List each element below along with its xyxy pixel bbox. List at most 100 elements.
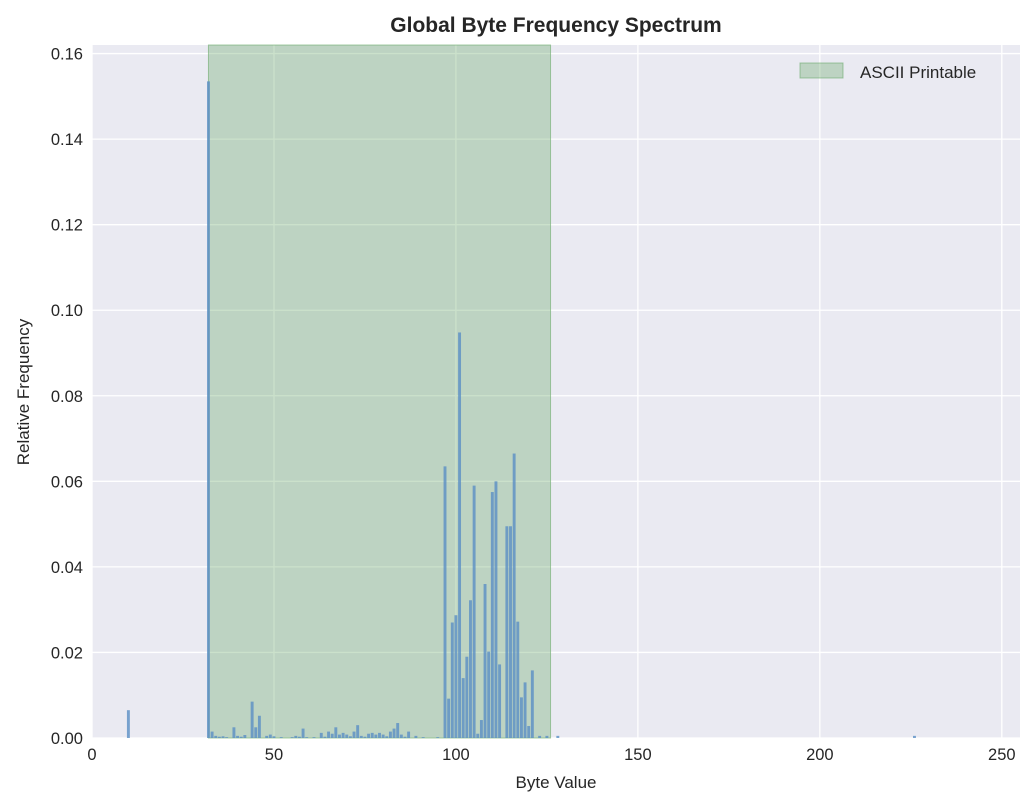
- bar-byte-78: [374, 734, 378, 738]
- bar-byte-97: [443, 466, 447, 738]
- bar-byte-83: [392, 728, 396, 738]
- bar-byte-55: [290, 737, 294, 738]
- bar-byte-64: [323, 736, 327, 738]
- bar-byte-111: [494, 481, 498, 738]
- x-tick-label: 200: [806, 746, 834, 764]
- bar-byte-77: [370, 732, 374, 738]
- bar-byte-89: [414, 735, 418, 738]
- legend-swatch-ascii-printable: [799, 62, 844, 79]
- bar-byte-114: [505, 526, 509, 738]
- bar-byte-69: [341, 732, 345, 738]
- bar-byte-73: [356, 725, 360, 738]
- bar-byte-82: [388, 731, 392, 738]
- chart-title: Global Byte Frequency Spectrum: [390, 14, 721, 37]
- bar-byte-99: [450, 622, 454, 738]
- bar-byte-48: [265, 735, 269, 738]
- bar-byte-42: [243, 735, 247, 738]
- x-tick-label: 250: [988, 746, 1016, 764]
- plot-background: [92, 45, 1020, 738]
- y-tick-label: 0.02: [51, 644, 83, 662]
- bar-byte-86: [403, 736, 407, 738]
- bar-byte-118: [519, 697, 523, 738]
- bar-byte-123: [538, 735, 542, 738]
- bar-byte-39: [232, 727, 236, 738]
- y-tick-label: 0.14: [51, 131, 83, 149]
- y-axis-label: Relative Frequency: [14, 318, 33, 465]
- bar-byte-102: [461, 678, 465, 738]
- bar-byte-71: [348, 736, 352, 738]
- bar-byte-34: [214, 735, 218, 738]
- bar-byte-107: [479, 720, 483, 738]
- bar-byte-85: [399, 734, 403, 738]
- bar-byte-49: [268, 734, 272, 738]
- bar-byte-59: [305, 737, 309, 738]
- bar-byte-45: [254, 727, 258, 738]
- bar-byte-72: [352, 731, 356, 738]
- x-tick-label: 100: [442, 746, 470, 764]
- bar-byte-33: [210, 731, 214, 738]
- bar-byte-70: [345, 734, 349, 738]
- bar-byte-58: [301, 728, 305, 738]
- bar-byte-104: [469, 600, 472, 738]
- bar-byte-117: [516, 621, 520, 738]
- bar-byte-100: [454, 615, 458, 738]
- bar-byte-41: [239, 736, 243, 738]
- bar-byte-125: [545, 735, 549, 738]
- x-tick-label: 150: [624, 746, 652, 764]
- y-tick-label: 0.16: [51, 46, 83, 64]
- bar-byte-68: [338, 734, 341, 738]
- bar-byte-81: [385, 736, 389, 738]
- y-tick-label: 0.12: [51, 217, 83, 235]
- bar-byte-76: [367, 733, 371, 738]
- bar-byte-226: [913, 735, 916, 738]
- bar-byte-105: [472, 485, 476, 738]
- bar-byte-75: [363, 736, 367, 738]
- bar-byte-98: [447, 698, 451, 738]
- bar-byte-36: [221, 736, 225, 738]
- bar-byte-112: [498, 664, 502, 738]
- y-tick-label: 0.08: [51, 388, 83, 406]
- bar-byte-65: [327, 731, 331, 738]
- bar-byte-32: [206, 81, 210, 739]
- bar-byte-87: [407, 731, 411, 738]
- bar-byte-128: [556, 735, 560, 738]
- legend-label-ascii-printable: ASCII Printable: [860, 63, 976, 82]
- x-axis-label: Byte Value: [516, 773, 597, 792]
- bar-byte-37: [225, 737, 229, 738]
- bar-byte-84: [396, 723, 400, 738]
- bar-byte-79: [378, 732, 381, 738]
- legend: ASCII Printable: [799, 62, 976, 82]
- bar-byte-66: [330, 733, 334, 738]
- x-tick-labels: 0 50 100 150 200 250: [87, 746, 1015, 764]
- bar-byte-67: [334, 727, 338, 738]
- y-tick-label: 0.04: [51, 559, 83, 577]
- bar-byte-63: [319, 732, 323, 738]
- bar-byte-57: [297, 736, 301, 738]
- bar-byte-91: [421, 737, 425, 738]
- x-tick-label: 0: [87, 746, 96, 764]
- bar-byte-56: [294, 735, 298, 738]
- bar-byte-115: [509, 526, 512, 738]
- bar-byte-40: [236, 735, 240, 738]
- bar-byte-110: [490, 492, 494, 738]
- bar-byte-10: [126, 710, 130, 738]
- bar-byte-109: [487, 651, 491, 738]
- bar-byte-108: [483, 584, 487, 738]
- bar-byte-95: [436, 737, 440, 738]
- bar-byte-35: [217, 736, 221, 738]
- bars: [126, 81, 916, 739]
- bar-byte-52: [279, 737, 283, 738]
- bar-byte-120: [527, 726, 531, 738]
- y-tick-labels: 0.00 0.02 0.04 0.06 0.08 0.10 0.12 0.14 0.16: [51, 46, 83, 748]
- bar-byte-50: [272, 736, 276, 738]
- y-tick-label: 0.10: [51, 302, 83, 320]
- y-tick-label: 0.06: [51, 473, 83, 491]
- bar-byte-103: [465, 656, 469, 738]
- bar-byte-44: [250, 701, 254, 738]
- bar-byte-106: [476, 733, 480, 738]
- bar-byte-46: [257, 715, 261, 738]
- bar-byte-116: [512, 453, 516, 738]
- bar-byte-101: [458, 332, 462, 738]
- bar-byte-80: [381, 734, 385, 738]
